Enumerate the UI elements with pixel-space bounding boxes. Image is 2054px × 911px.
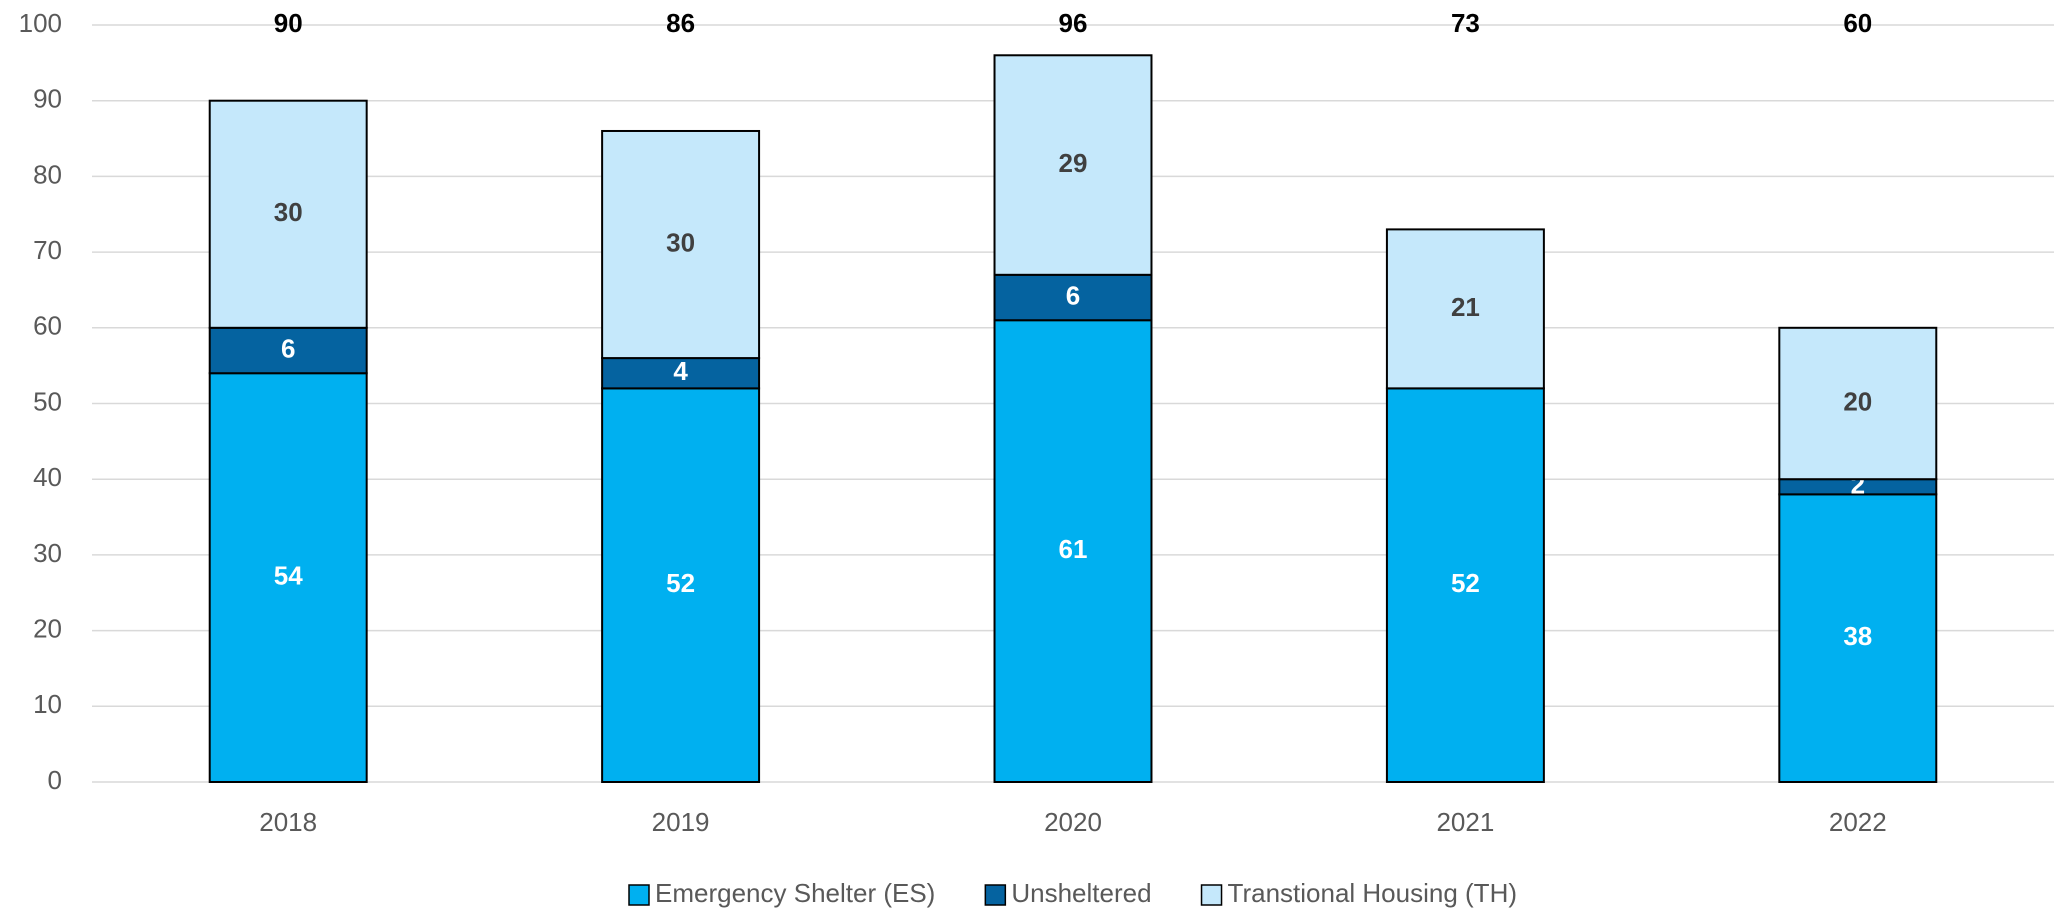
- legend-swatch: [984, 884, 1007, 906]
- bar-segment: [208, 326, 368, 375]
- y-tick-label: 80: [33, 159, 62, 189]
- total-label: 86: [666, 8, 695, 38]
- data-label: 30: [666, 227, 695, 257]
- data-label: 52: [1451, 568, 1480, 598]
- y-tick-label: 10: [33, 689, 62, 719]
- y-tick-label: 50: [33, 386, 62, 416]
- data-label: 21: [1451, 292, 1480, 322]
- total-label: 90: [274, 8, 303, 38]
- bar-segment: [208, 99, 368, 329]
- bar-segment: [993, 54, 1153, 276]
- data-label: 20: [1843, 386, 1872, 416]
- bar-segment: [1385, 387, 1545, 783]
- legend-label: Transtional Housing (TH): [1228, 878, 1517, 908]
- y-tick-label: 60: [33, 311, 62, 341]
- legend-swatch: [628, 884, 650, 906]
- total-label: 73: [1451, 8, 1480, 38]
- y-tick-label: 100: [19, 8, 62, 38]
- bar-segment: [601, 387, 761, 783]
- x-tick-label: 2019: [652, 807, 710, 837]
- data-label: 6: [1066, 280, 1080, 310]
- data-label: 52: [666, 568, 695, 598]
- y-tick-label: 70: [33, 235, 62, 265]
- legend-label: Unsheltered: [1011, 878, 1151, 908]
- data-label: 6: [281, 333, 295, 363]
- data-label: 54: [274, 560, 303, 590]
- y-tick-label: 0: [48, 765, 62, 795]
- y-tick-label: 40: [33, 462, 62, 492]
- bar-segment: [1778, 493, 1938, 783]
- bar-segment: [601, 357, 761, 390]
- bar-segment: [993, 319, 1153, 783]
- legend-swatch: [1200, 884, 1223, 906]
- y-tick-label: 30: [33, 538, 62, 568]
- bar-segment: [1385, 228, 1545, 390]
- y-tick-label: 20: [33, 613, 62, 643]
- x-tick-label: 2021: [1436, 807, 1494, 837]
- data-label: 4: [673, 356, 688, 386]
- x-tick-label: 2020: [1044, 807, 1102, 837]
- y-tick-label: 90: [33, 84, 62, 114]
- bar-segment: [601, 129, 761, 360]
- total-label: 60: [1843, 8, 1872, 38]
- legend-label: Emergency Shelter (ES): [655, 878, 935, 908]
- bar-segment: [1778, 326, 1938, 481]
- data-label: 29: [1059, 148, 1088, 178]
- data-label: 38: [1843, 621, 1872, 651]
- x-tick-label: 2022: [1829, 807, 1887, 837]
- x-tick-label: 2018: [259, 807, 317, 837]
- data-label: 61: [1059, 534, 1088, 564]
- bar-segment: [208, 372, 368, 783]
- data-label: 30: [274, 197, 303, 227]
- total-label: 96: [1059, 8, 1088, 38]
